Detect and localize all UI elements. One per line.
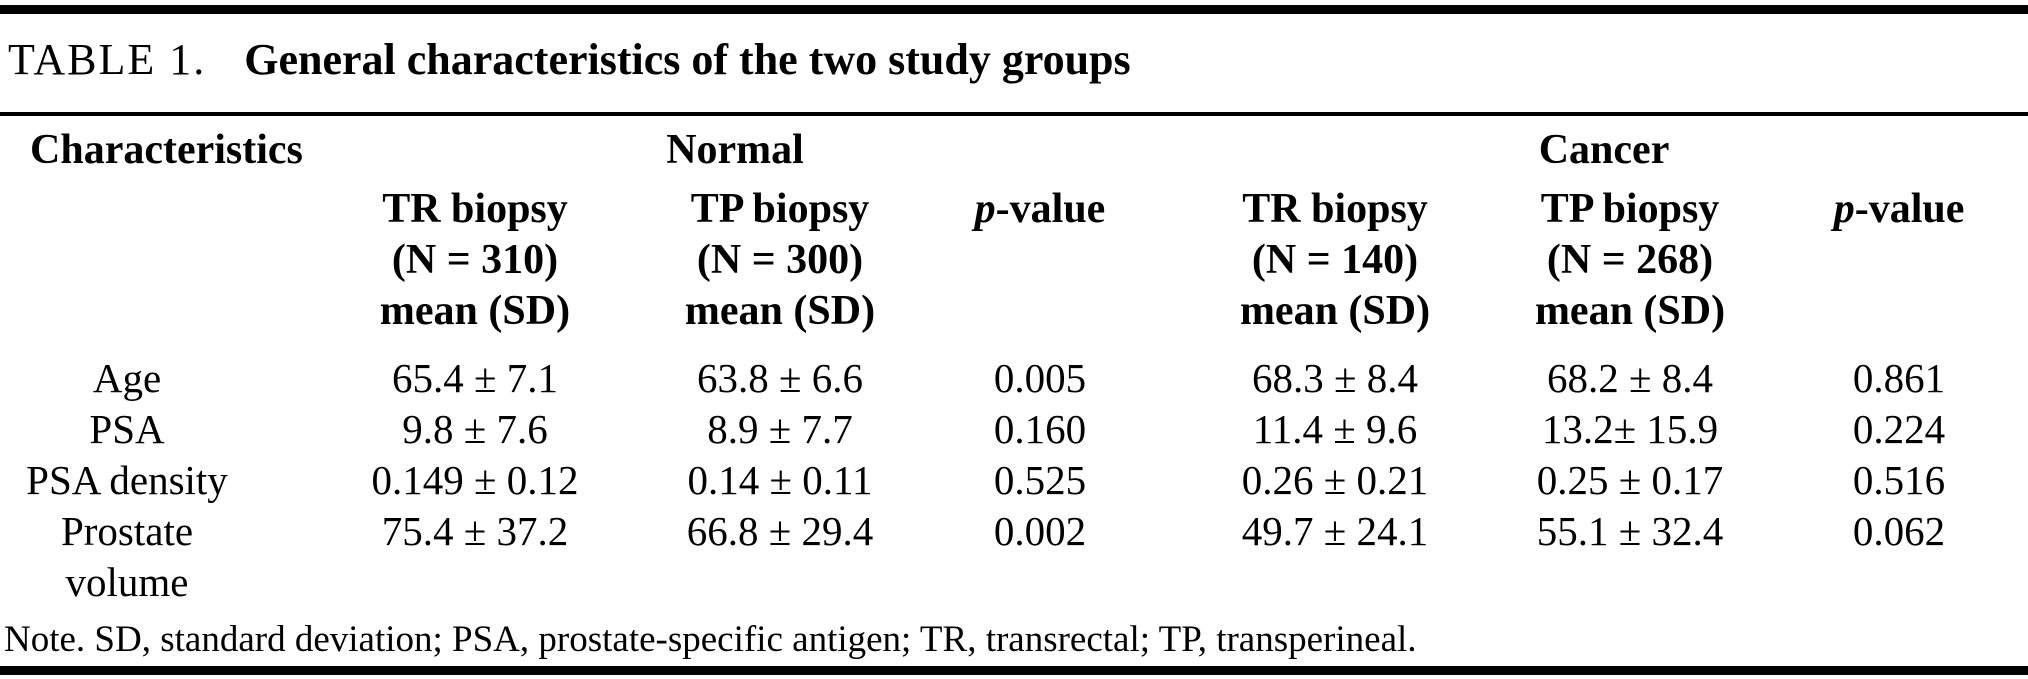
row-label: Age: [92, 355, 162, 401]
cell-value: 0.26 ± 0.21: [1241, 457, 1429, 503]
stat-label: mean (SD): [684, 288, 876, 334]
table-row-age: Age 65.4 ± 7.1 63.8 ± 6.6 0.005 68.3 ± 8…: [0, 353, 2028, 404]
cell-p-value: 0.224: [1852, 406, 1946, 452]
sample-size: (N = 310): [391, 237, 559, 283]
figure-caption: TABLE 1. General characteristics of the t…: [8, 36, 1131, 84]
table-number-label: TABLE 1.: [8, 35, 207, 84]
subheader-normal-p-value: p-value: [900, 184, 1180, 353]
cell-p-value: 0.062: [1852, 508, 1946, 554]
table-footnote: Note. SD, standard deviation; PSA, prost…: [4, 619, 1417, 660]
cell-p-value: 0.002: [993, 508, 1087, 554]
cell-value: 0.25 ± 0.17: [1536, 457, 1724, 503]
row-label-line1: Prostate: [60, 508, 194, 554]
column-name: TR biopsy: [382, 186, 568, 232]
sample-size: (N = 300): [696, 237, 864, 283]
p-italic: p: [1833, 186, 1855, 232]
subheader-cancer-tp-biopsy: TP biopsy (N = 268) mean (SD): [1490, 184, 1770, 353]
column-name: TP biopsy: [1540, 186, 1720, 232]
cell-value: 75.4 ± 37.2: [381, 508, 569, 554]
cell-value: 63.8 ± 6.6: [696, 355, 863, 401]
cell-value: 11.4 ± 9.6: [1252, 406, 1418, 452]
cell-value: 9.8 ± 7.6: [402, 406, 548, 452]
header-characteristics: Characteristics: [30, 127, 303, 173]
cell-p-value: 0.160: [993, 406, 1087, 452]
table-title: General characteristics of the two study…: [244, 35, 1131, 84]
cell-value: 68.3 ± 8.4: [1252, 355, 1419, 401]
subheader-row: TR biopsy (N = 310) mean (SD) TP biopsy …: [0, 184, 2028, 353]
column-name: TR biopsy: [1242, 186, 1428, 232]
cell-value: 55.1 ± 32.4: [1536, 508, 1724, 554]
subheader-empty: [0, 184, 290, 353]
p-italic: p: [974, 186, 996, 232]
stat-label: mean (SD): [1239, 288, 1431, 334]
table-row-psa: PSA 9.8 ± 7.6 8.9 ± 7.7 0.160 11.4 ± 9.6…: [0, 404, 2028, 455]
top-rule: [0, 5, 2028, 14]
table-header: Characteristics Normal Cancer TR biopsy …: [0, 116, 2028, 353]
row-label: PSA density: [26, 457, 228, 503]
cell-p-value: 0.861: [1852, 355, 1946, 401]
group-header-row: Characteristics Normal Cancer: [0, 116, 2028, 184]
header-group-cancer: Cancer: [1538, 127, 1670, 173]
table-row-prostate-volume: Prostate volume 75.4 ± 37.2 66.8 ± 29.4 …: [0, 506, 2028, 608]
characteristics-table: Characteristics Normal Cancer TR biopsy …: [0, 116, 2028, 608]
cell-value: 66.8 ± 29.4: [686, 508, 874, 554]
subheader-cancer-tr-biopsy: TR biopsy (N = 140) mean (SD): [1180, 184, 1490, 353]
row-label: PSA: [89, 406, 165, 452]
stat-label: mean (SD): [379, 288, 571, 334]
row-label: Prostate volume: [0, 506, 290, 608]
p-rest: -value: [995, 186, 1106, 232]
cell-value: 0.14 ± 0.11: [687, 457, 873, 503]
subheader-cancer-p-value: p-value: [1770, 184, 2028, 353]
header-rule: [0, 112, 2028, 116]
bottom-rule: [0, 666, 2028, 675]
cell-p-value: 0.525: [993, 457, 1087, 503]
cell-p-value: 0.516: [1852, 457, 1946, 503]
cell-value: 13.2± 15.9: [1541, 406, 1719, 452]
cell-p-value: 0.005: [993, 355, 1087, 401]
stat-label: mean (SD): [1534, 288, 1726, 334]
cell-value: 0.149 ± 0.12: [371, 457, 579, 503]
row-label-line2: volume: [65, 559, 189, 605]
cell-value: 8.9 ± 7.7: [707, 406, 853, 452]
sample-size: (N = 140): [1251, 237, 1419, 283]
cell-value: 68.2 ± 8.4: [1547, 355, 1714, 401]
header-group-normal: Normal: [666, 127, 804, 173]
column-name: TP biopsy: [690, 186, 870, 232]
table-row-psa-density: PSA density 0.149 ± 0.12 0.14 ± 0.11 0.5…: [0, 455, 2028, 506]
cell-value: 49.7 ± 24.1: [1241, 508, 1429, 554]
cell-value: 65.4 ± 7.1: [391, 355, 558, 401]
sample-size: (N = 268): [1546, 237, 1714, 283]
p-rest: -value: [1854, 186, 1965, 232]
table-body: Age 65.4 ± 7.1 63.8 ± 6.6 0.005 68.3 ± 8…: [0, 353, 2028, 608]
subheader-normal-tp-biopsy: TP biopsy (N = 300) mean (SD): [660, 184, 900, 353]
subheader-normal-tr-biopsy: TR biopsy (N = 310) mean (SD): [290, 184, 660, 353]
